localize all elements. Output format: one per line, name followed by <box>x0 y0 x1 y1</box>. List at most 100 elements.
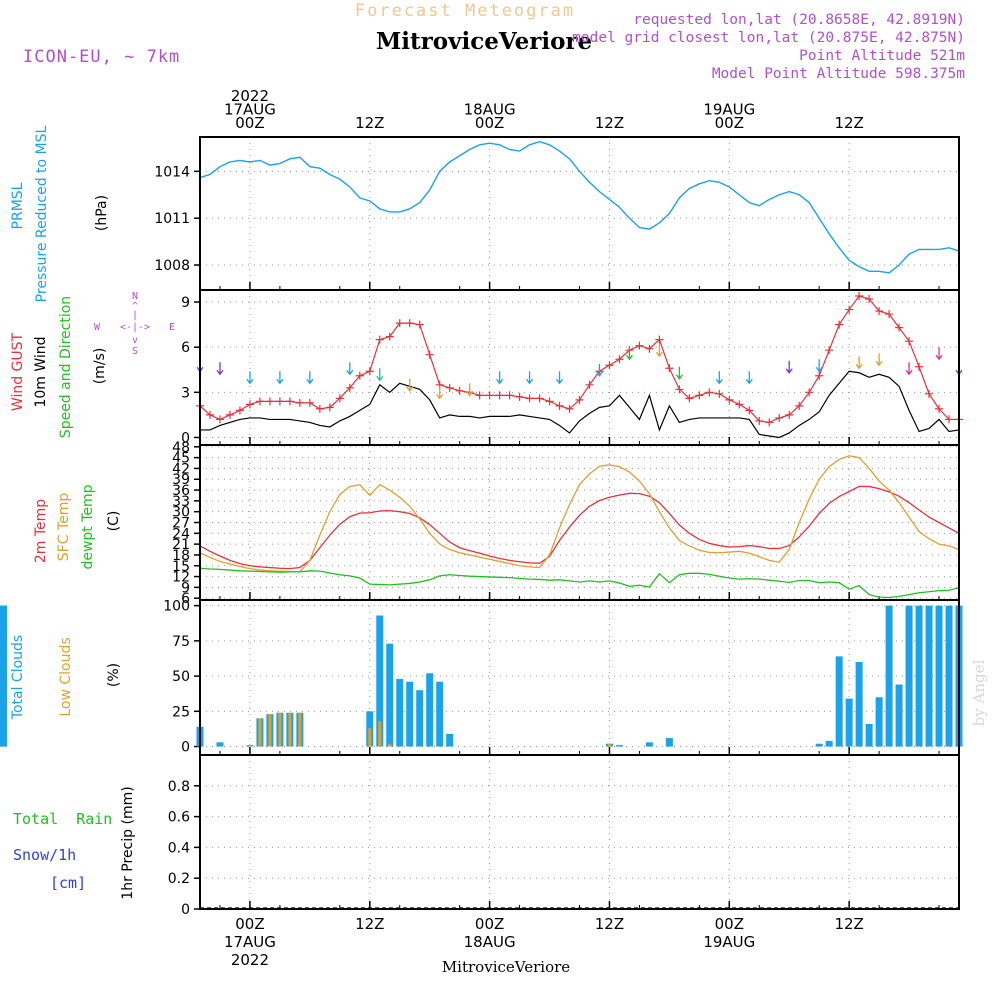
wind-direction-arrow <box>276 371 284 385</box>
low-cloud-bar <box>607 743 611 747</box>
compass-arrow-v2: v <box>132 335 138 346</box>
top-time-label: 00Z <box>235 114 264 132</box>
y-tick-label: 12 <box>172 570 190 586</box>
panel-frame <box>199 599 960 756</box>
gust-marker <box>365 367 374 376</box>
total-cloud-bar <box>925 605 933 747</box>
wind-direction-arrow <box>406 378 414 392</box>
gust-marker <box>935 404 944 413</box>
total-cloud-bar <box>935 605 943 747</box>
wind-direction-arrow <box>625 347 633 361</box>
wind-direction-arrow <box>675 366 683 380</box>
gust-marker <box>425 350 434 359</box>
gust-marker <box>285 397 294 406</box>
compass-s: S <box>132 346 138 357</box>
temp-dewpt-label: dewpt Temp <box>80 484 96 569</box>
wind-direction-arrow <box>815 359 823 373</box>
total-cloud-bar <box>0 605 7 747</box>
total-cloud-bar <box>875 697 883 747</box>
bottom-time-label: 12Z <box>355 915 384 933</box>
top-time-label: 12Z <box>595 114 624 132</box>
gust-marker <box>585 380 594 389</box>
gust-marker <box>495 391 504 400</box>
gust-marker <box>885 310 894 319</box>
wind-dir-label: Speed and Direction <box>58 296 74 438</box>
low-cloud-bar <box>388 743 392 747</box>
total-cloud-bar <box>845 698 853 747</box>
y-tick-label: 75 <box>172 634 190 650</box>
total-cloud-bar <box>426 673 434 747</box>
point-altitude: Point Altitude 521m <box>799 48 965 64</box>
y-tick-label: 21 <box>172 537 190 553</box>
credit-text: by Angel <box>970 659 988 726</box>
compass-e: E <box>169 322 175 333</box>
gust-marker <box>645 344 654 353</box>
gust-marker <box>825 346 834 355</box>
gust-marker <box>695 391 704 400</box>
wind-direction-arrow <box>346 362 354 376</box>
bottom-time-label: 12Z <box>595 915 624 933</box>
gust-marker <box>315 404 324 413</box>
y-tick-label: 50 <box>172 669 190 685</box>
temp-2m-label: 2m Temp <box>33 499 49 563</box>
gust-marker <box>655 335 664 344</box>
gust-marker <box>325 403 334 412</box>
y-tick-label: 24 <box>172 526 190 542</box>
temp-2m-line <box>199 485 960 570</box>
wind-direction-arrow <box>466 383 474 397</box>
wind-direction-arrow <box>436 386 444 400</box>
compass-arrow-v: | <box>132 310 138 321</box>
bottom-time-label: 12Z <box>834 915 863 933</box>
gust-marker <box>925 389 934 398</box>
gust-marker <box>795 401 804 410</box>
y-tick-label: 42 <box>172 461 190 477</box>
top-time-label: 12Z <box>834 114 863 132</box>
top-time-label: 17AUG <box>224 101 276 119</box>
gust-marker <box>575 395 584 404</box>
wind-direction-arrow <box>526 371 534 385</box>
y-tick-label: 27 <box>172 516 190 532</box>
gust-marker <box>765 418 774 427</box>
total-cloud-bar <box>645 742 653 747</box>
wind-direction-arrow <box>246 371 254 385</box>
gust-marker <box>605 361 614 370</box>
wind-direction-arrow <box>556 371 564 385</box>
gust-marker <box>485 391 494 400</box>
compass-arrow-up: ^ <box>132 301 138 312</box>
top-time-label: 00Z <box>715 114 744 132</box>
precip-panel: 0 0.2 0.4 0.6 0.8 <box>168 754 960 918</box>
total-cloud-bar <box>895 684 903 747</box>
gust-marker <box>675 385 684 394</box>
total-cloud-bar <box>446 733 454 747</box>
y-tick-label: 0.8 <box>168 779 190 795</box>
rain-legend: Total Rain <box>13 810 112 828</box>
gust-marker <box>665 364 674 373</box>
y-tick-label: 18 <box>172 548 190 564</box>
gust-marker <box>815 371 824 380</box>
clouds-panel: 0 25 50 75 100 <box>0 599 963 756</box>
bottom-time-label: 19AUG <box>703 933 755 951</box>
gust-marker <box>835 320 844 329</box>
gust-marker <box>395 319 404 328</box>
panel-frame <box>199 444 960 601</box>
panel-frame <box>199 136 960 291</box>
total-cloud-bar <box>915 605 923 747</box>
gust-marker <box>915 362 924 371</box>
gust-marker <box>705 388 714 397</box>
total-cloud-bar <box>855 662 863 747</box>
gust-marker <box>635 341 644 350</box>
pressure-panel: 1008 1011 1014 <box>154 136 960 291</box>
low-cloud-bar <box>258 718 262 747</box>
y-tick-label: 6 <box>181 591 190 607</box>
gust-marker <box>565 404 574 413</box>
footer-station: MitroviceVeriore <box>442 958 570 976</box>
gust-marker <box>295 398 304 407</box>
gust-marker <box>345 383 354 392</box>
gust-marker <box>515 392 524 401</box>
gust-marker <box>405 319 414 328</box>
gust-marker <box>505 391 514 400</box>
low-cloud-bar <box>368 728 372 747</box>
